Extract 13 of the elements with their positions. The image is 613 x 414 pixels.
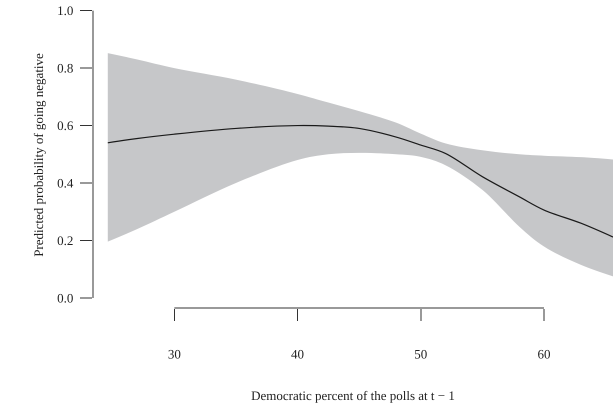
y-axis-title: Predicted probability of going negative [31, 52, 46, 257]
x-tick-label: 50 [414, 346, 428, 362]
x-tick-label: 40 [291, 346, 304, 362]
y-tick-label: 1.0 [57, 3, 74, 18]
x-tick-label: 60 [538, 346, 550, 362]
x-axis-title: Democratic percent of the polls at t − 1 [251, 388, 455, 404]
x-tick-label: 30 [168, 346, 181, 362]
y-tick-label: 0.0 [57, 290, 74, 306]
y-tick-label: 0.4 [57, 176, 74, 191]
y-tick-label: 0.8 [57, 60, 74, 76]
line-series [107, 124, 613, 238]
y-tick-label: 0.2 [57, 233, 74, 248]
y-tick-label: 0.6 [57, 118, 74, 134]
